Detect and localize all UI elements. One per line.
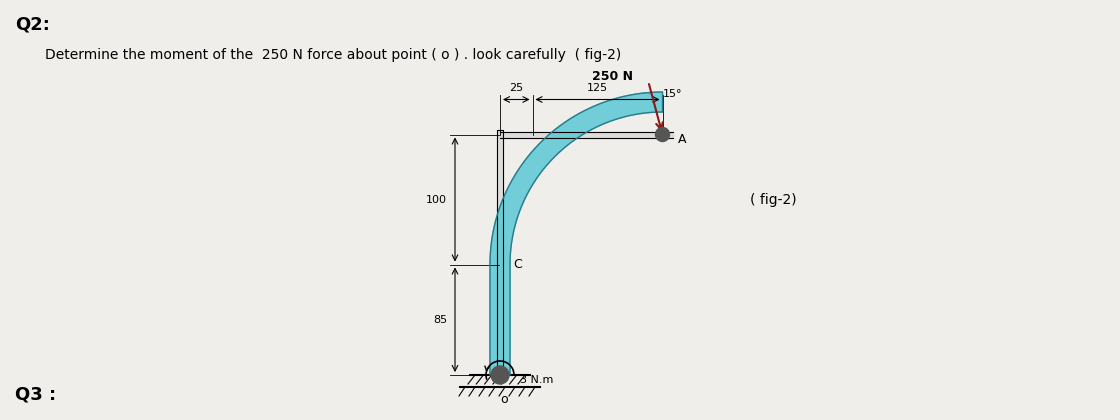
Text: 250 N: 250 N (592, 70, 633, 83)
Text: Q2:: Q2: (15, 15, 50, 33)
Text: 25: 25 (510, 82, 523, 92)
Circle shape (655, 128, 670, 142)
Text: 100: 100 (426, 194, 447, 205)
Circle shape (491, 366, 508, 384)
Text: 15°: 15° (663, 89, 683, 100)
Text: C: C (513, 258, 522, 271)
Text: o: o (501, 393, 507, 406)
Text: 3 N.m: 3 N.m (520, 375, 553, 385)
Text: Determine the moment of the  250 N force about point ( o ) . look carefully  ( f: Determine the moment of the 250 N force … (45, 48, 622, 62)
Text: Q3 :: Q3 : (15, 385, 56, 403)
Text: 125: 125 (587, 82, 608, 92)
Text: A: A (678, 133, 685, 146)
Polygon shape (491, 92, 663, 375)
Polygon shape (497, 129, 503, 375)
Text: 85: 85 (432, 315, 447, 325)
Text: ( fig-2): ( fig-2) (750, 193, 796, 207)
Polygon shape (500, 131, 672, 137)
